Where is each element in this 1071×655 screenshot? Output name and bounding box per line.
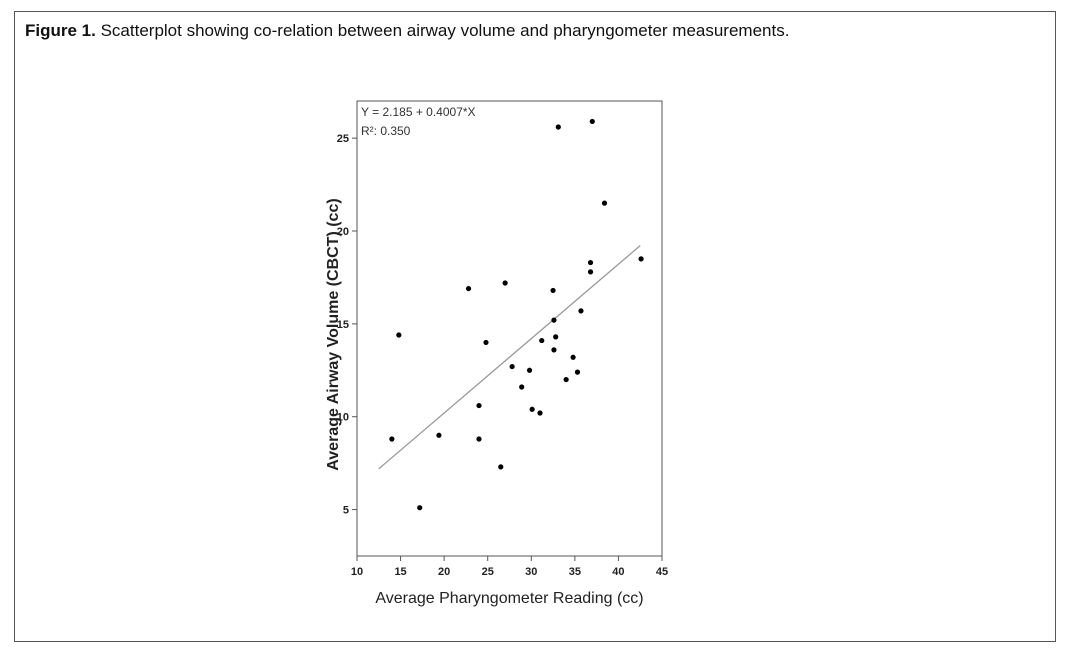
data-point-20 — [553, 334, 559, 340]
x-tick-label-10: 10 — [351, 566, 363, 578]
caption-text: Scatterplot showing co-relation between … — [95, 21, 790, 40]
data-point-13 — [526, 367, 533, 373]
data-point-10 — [502, 280, 508, 286]
data-point-30 — [638, 256, 644, 262]
x-tick-label-25: 25 — [482, 566, 494, 578]
data-point-9 — [498, 464, 504, 470]
x-tick-label-40: 40 — [612, 566, 624, 578]
y-axis-title: Average Airway Volume (CBCT) (cc) — [325, 198, 342, 470]
data-point-5 — [465, 285, 472, 292]
data-point-14 — [529, 406, 535, 412]
x-tick-label-30: 30 — [525, 566, 537, 578]
x-tick-label-20: 20 — [438, 566, 450, 578]
figure-frame: Figure 1. Scatterplot showing co-relatio… — [14, 11, 1056, 642]
data-point-3 — [417, 505, 423, 511]
x-tick-label-15: 15 — [394, 566, 406, 578]
data-point-21 — [555, 124, 561, 130]
y-tick-label-5: 5 — [343, 505, 349, 517]
data-point-23 — [570, 354, 576, 360]
data-point-6 — [476, 402, 482, 409]
plot-area-border — [356, 100, 663, 557]
regression-equation: Y = 2.185 + 0.4007*X — [361, 105, 476, 119]
regression-line — [378, 245, 641, 470]
data-point-26 — [587, 269, 594, 275]
data-point-12 — [519, 384, 525, 390]
y-tick-label-10: 10 — [337, 412, 349, 424]
data-point-29 — [601, 200, 608, 206]
data-point-22 — [563, 376, 569, 383]
x-tick-label-35: 35 — [569, 566, 581, 578]
caption-label: Figure 1. — [25, 21, 96, 40]
data-point-19 — [551, 347, 557, 353]
data-point-27 — [587, 259, 594, 266]
data-point-1 — [389, 436, 395, 442]
data-point-8 — [483, 339, 489, 346]
data-point-11 — [509, 363, 515, 370]
y-tick-label-20: 20 — [337, 226, 349, 238]
data-point-15 — [537, 410, 543, 416]
data-point-7 — [476, 436, 482, 442]
y-tick-label-15: 15 — [337, 319, 349, 331]
data-point-18 — [551, 317, 557, 323]
data-point-4 — [436, 432, 442, 438]
figure-caption: Figure 1. Scatterplot showing co-relatio… — [25, 21, 789, 41]
data-point-2 — [396, 332, 402, 338]
y-tick-label-25: 25 — [337, 133, 349, 145]
data-point-24 — [574, 369, 581, 375]
r-squared-label: R²: 0.350 — [361, 124, 411, 138]
data-point-25 — [578, 308, 584, 314]
data-point-28 — [589, 118, 595, 125]
data-point-17 — [550, 287, 556, 294]
data-point-16 — [539, 337, 545, 344]
x-tick-label-45: 45 — [656, 566, 668, 578]
x-axis-title: Average Pharyngometer Reading (cc) — [375, 590, 643, 607]
